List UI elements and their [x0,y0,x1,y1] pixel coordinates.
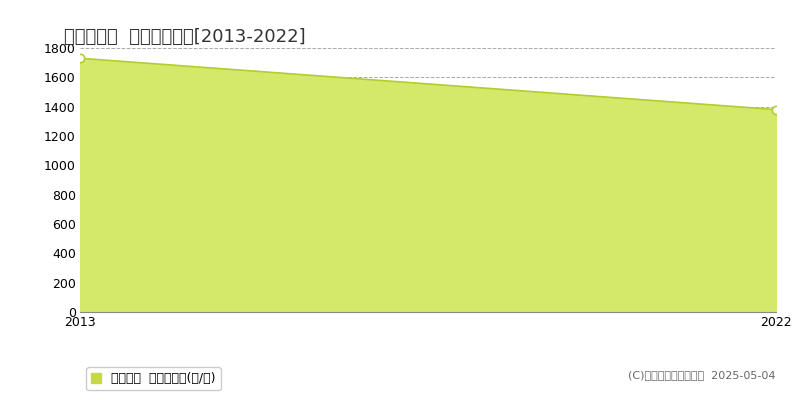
Text: (C)土地価格ドットコム  2025-05-04: (C)土地価格ドットコム 2025-05-04 [629,370,776,380]
Text: 大野市大月  農地価格推移[2013-2022]: 大野市大月 農地価格推移[2013-2022] [64,28,306,46]
Legend: 農地価格  平均坪単価(円/坪): 農地価格 平均坪単価(円/坪) [86,367,221,390]
